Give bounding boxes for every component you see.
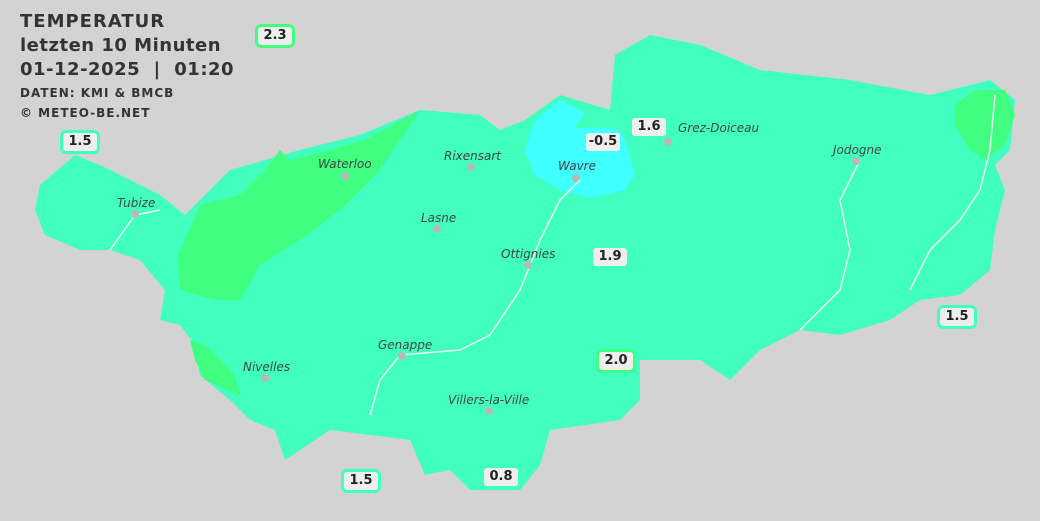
- city-dot: [398, 352, 406, 360]
- city-label[interactable]: Rixensart: [444, 149, 502, 163]
- station-value[interactable]: 1.6: [629, 115, 669, 139]
- city-label[interactable]: Grez-Doiceau: [678, 121, 760, 135]
- station-value[interactable]: 1.5: [341, 469, 381, 493]
- region-warm-west: [178, 110, 420, 300]
- city-dot: [131, 210, 139, 218]
- station-value[interactable]: -0.5: [583, 130, 623, 154]
- city-dot: [664, 138, 672, 146]
- station-value[interactable]: 1.5: [60, 130, 100, 154]
- city-label[interactable]: Genappe: [378, 338, 433, 352]
- station-value[interactable]: 1.9: [590, 245, 630, 269]
- city-label[interactable]: Wavre: [558, 159, 596, 173]
- station-value[interactable]: 2.3: [255, 24, 295, 48]
- city-dot: [341, 172, 349, 180]
- station-value[interactable]: 2.0: [596, 349, 636, 373]
- river-mid: [799, 159, 861, 331]
- city-dot: [467, 163, 475, 171]
- region-warm-east: [955, 90, 1015, 160]
- city-dot: [261, 374, 269, 382]
- city-dot: [433, 225, 441, 233]
- river: [369, 179, 581, 416]
- city-dot: [852, 157, 860, 165]
- city-label[interactable]: Tubize: [117, 196, 156, 210]
- city-dot: [485, 407, 493, 415]
- station-value[interactable]: 0.8: [481, 465, 521, 489]
- city-label[interactable]: Nivelles: [243, 360, 291, 374]
- city-label[interactable]: Jodogne: [833, 143, 882, 157]
- region-warm-southwest: [190, 340, 240, 395]
- river-east: [909, 94, 996, 291]
- station-value[interactable]: 1.5: [937, 305, 977, 329]
- region-cold-wavre: [525, 100, 635, 198]
- city-label[interactable]: Ottignies: [501, 247, 556, 261]
- city-dot: [524, 261, 532, 269]
- city-label[interactable]: Villers-la-Ville: [448, 393, 530, 407]
- city-label[interactable]: Waterloo: [318, 157, 372, 171]
- city-dot: [572, 174, 580, 182]
- city-label[interactable]: Lasne: [421, 211, 457, 225]
